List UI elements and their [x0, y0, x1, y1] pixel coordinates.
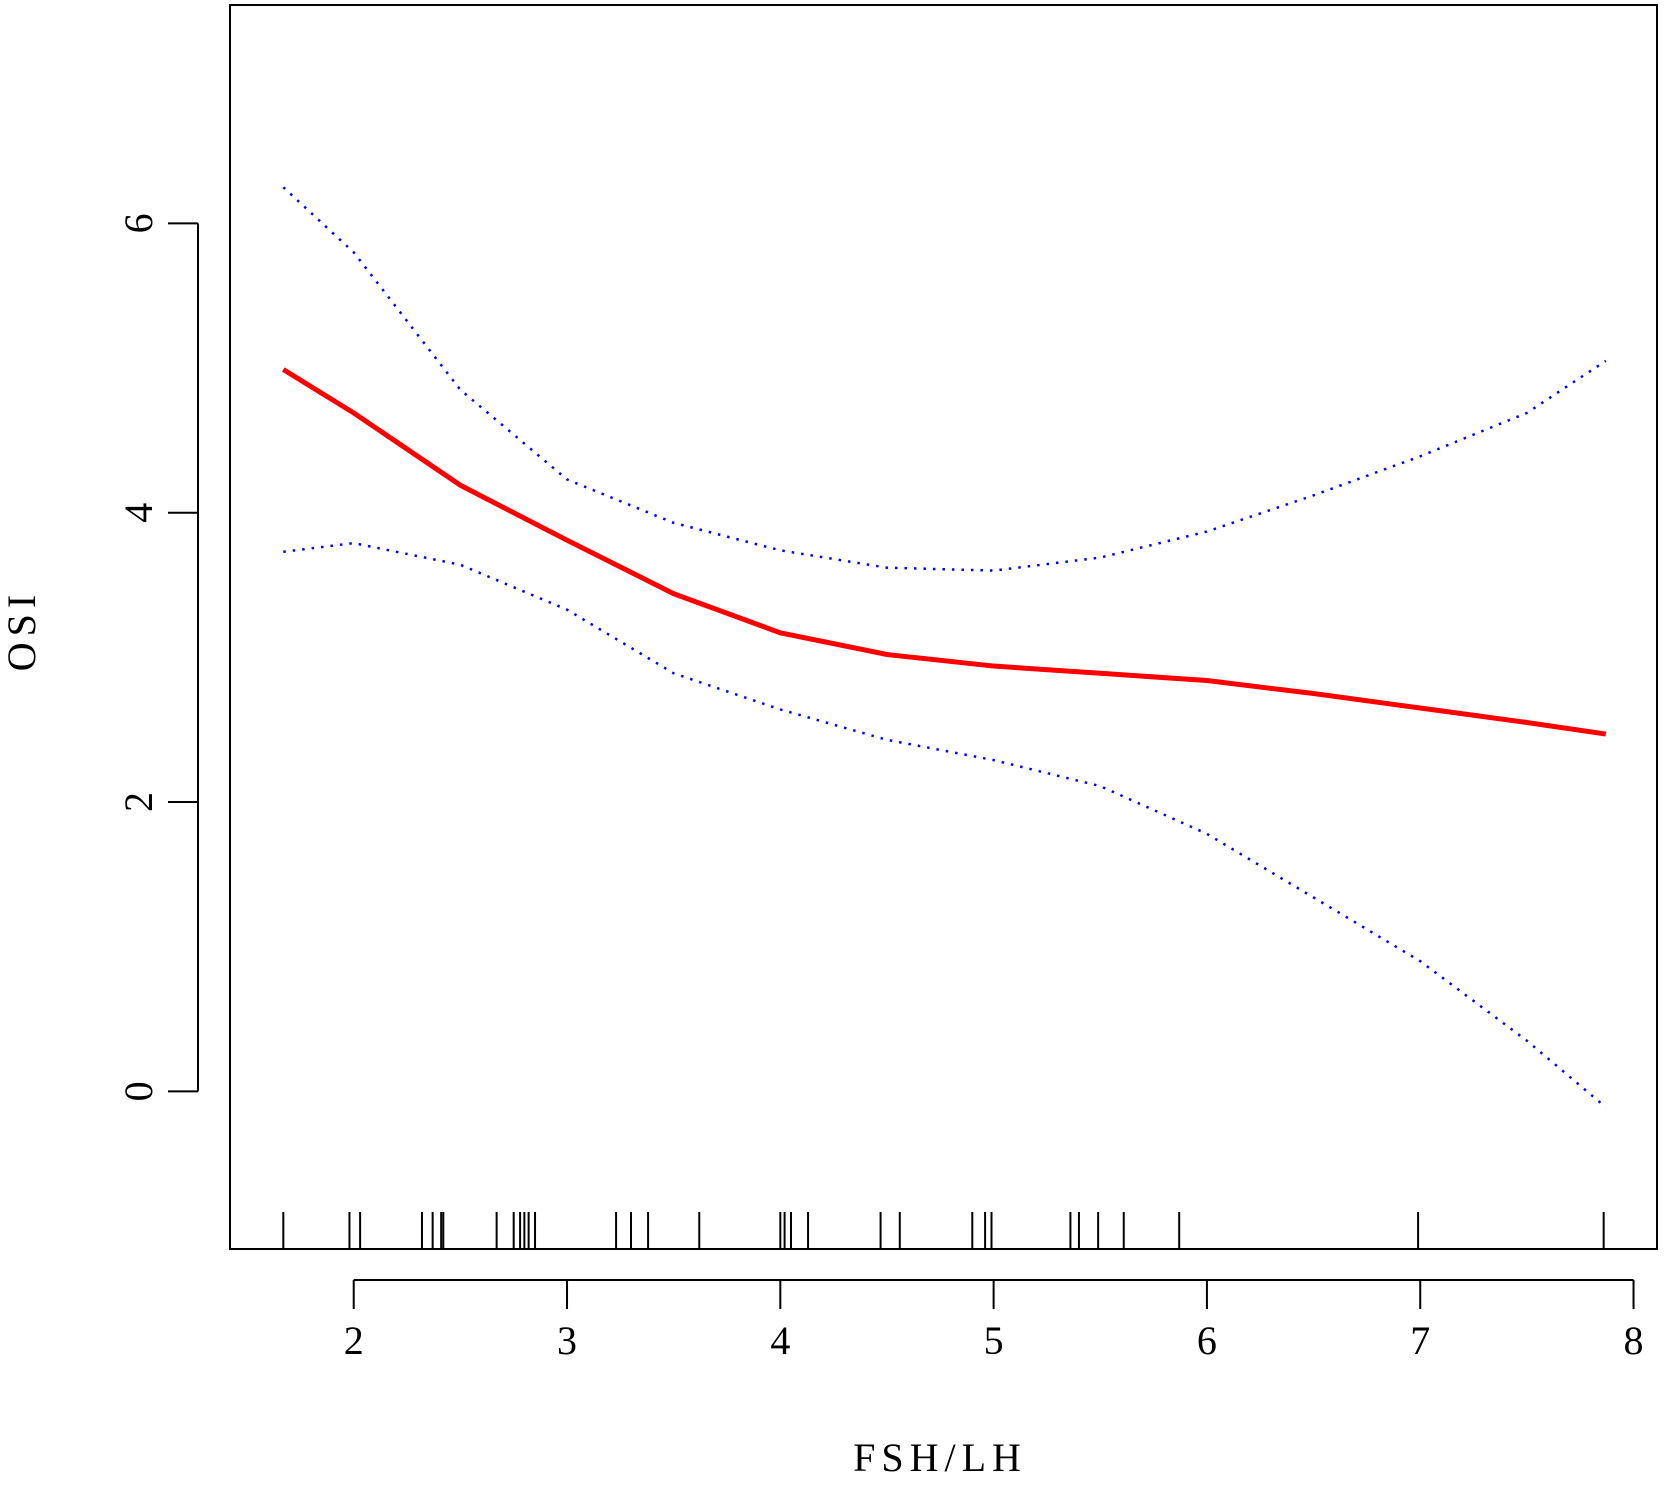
y-axis-title: OSI — [0, 589, 44, 671]
x-tick-label: 5 — [984, 1318, 1004, 1363]
y-tick-label: 2 — [116, 792, 161, 812]
ci-line — [283, 541, 1607, 1109]
x-tick-label: 7 — [1410, 1318, 1430, 1363]
y-tick-label: 6 — [116, 213, 161, 233]
y-tick-label: 4 — [116, 503, 161, 523]
x-axis-title: FSH/LH — [853, 1435, 1027, 1480]
plot-box — [229, 4, 1658, 1250]
x-tick-label: 4 — [770, 1318, 790, 1363]
x-tick-label: 6 — [1197, 1318, 1217, 1363]
x-tick-label: 3 — [557, 1318, 577, 1363]
ci-line — [282, 186, 1607, 572]
x-tick-label: 2 — [344, 1318, 364, 1363]
fit-line — [282, 367, 1607, 737]
y-tick-label: 0 — [116, 1081, 161, 1101]
x-tick-label: 8 — [1624, 1318, 1644, 1363]
